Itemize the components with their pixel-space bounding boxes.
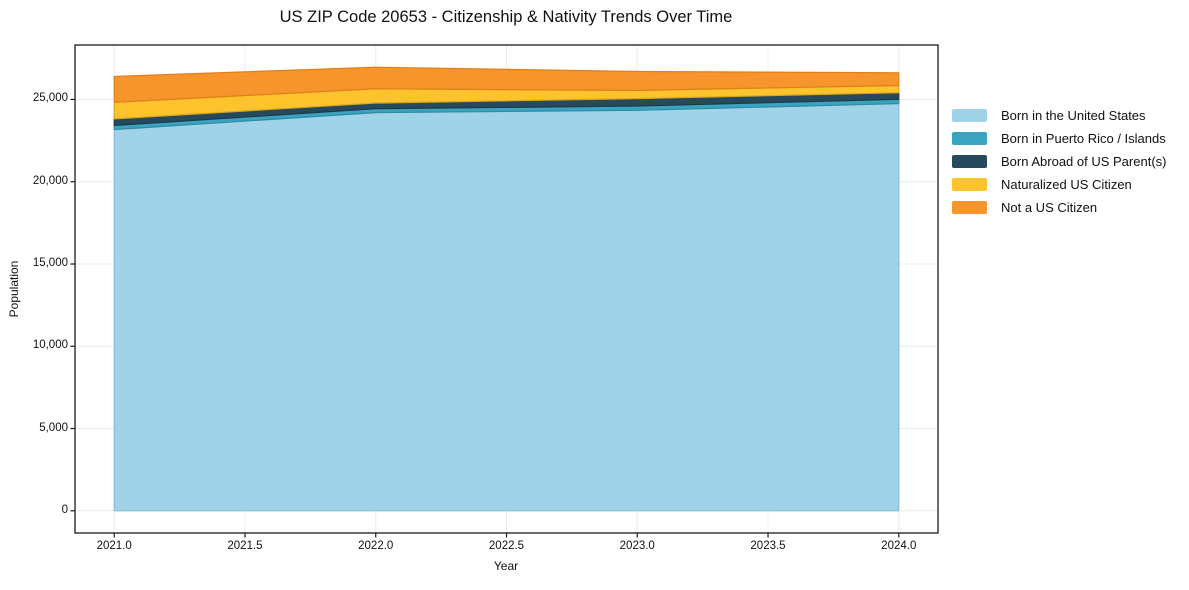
legend-label: Born in Puerto Rico / Islands: [1001, 131, 1166, 146]
y-tick-label: 0: [61, 503, 68, 516]
y-tick-label: 5,000: [39, 421, 68, 434]
y-tick-label: 10,000: [32, 339, 68, 352]
x-tick-label: 2023.5: [750, 540, 786, 552]
x-tick-label: 2022.0: [358, 540, 394, 552]
y-tick-label: 25,000: [32, 92, 68, 105]
legend-item: Born in Puerto Rico / Islands: [952, 127, 1166, 150]
legend-label: Born in the United States: [1001, 108, 1146, 123]
plot-border: [74, 44, 939, 534]
area-series: [113, 66, 900, 103]
chart-title: US ZIP Code 20653 - Citizenship & Nativi…: [279, 8, 733, 26]
legend-label: Born Abroad of US Parent(s): [1001, 154, 1167, 169]
legend-label: Not a US Citizen: [1001, 200, 1098, 215]
legend-swatch-naturalized-icon: [952, 178, 987, 191]
x-tick-label: 2022.5: [488, 540, 525, 552]
legend-swatch-not-citizen-icon: [952, 201, 987, 214]
y-tick-label: 15,000: [32, 256, 68, 269]
y-axis-label: Population: [7, 260, 21, 318]
tick-marks: [70, 98, 900, 538]
x-tick-label: 2021.0: [96, 540, 132, 552]
legend-swatch-born-us-icon: [952, 109, 987, 122]
x-tick-label: 2021.5: [227, 540, 263, 552]
legend-swatch-puerto-rico-icon: [952, 132, 987, 145]
x-axis-label: Year: [493, 559, 519, 573]
legend-swatch-born-abroad-icon: [952, 155, 987, 168]
legend-item: Naturalized US Citizen: [952, 173, 1166, 196]
x-tick-label: 2024.0: [881, 540, 917, 552]
y-tick-label: 20,000: [32, 174, 68, 187]
legend: Born in the United States Born in Puerto…: [952, 104, 1166, 219]
legend-label: Naturalized US Citizen: [1001, 177, 1132, 192]
x-tick-label: 2023.0: [619, 540, 655, 552]
legend-item: Not a US Citizen: [952, 196, 1166, 219]
legend-item: Born Abroad of US Parent(s): [952, 150, 1166, 173]
area-series: [113, 102, 900, 512]
stacked-areas: [113, 66, 900, 512]
legend-item: Born in the United States: [952, 104, 1166, 127]
